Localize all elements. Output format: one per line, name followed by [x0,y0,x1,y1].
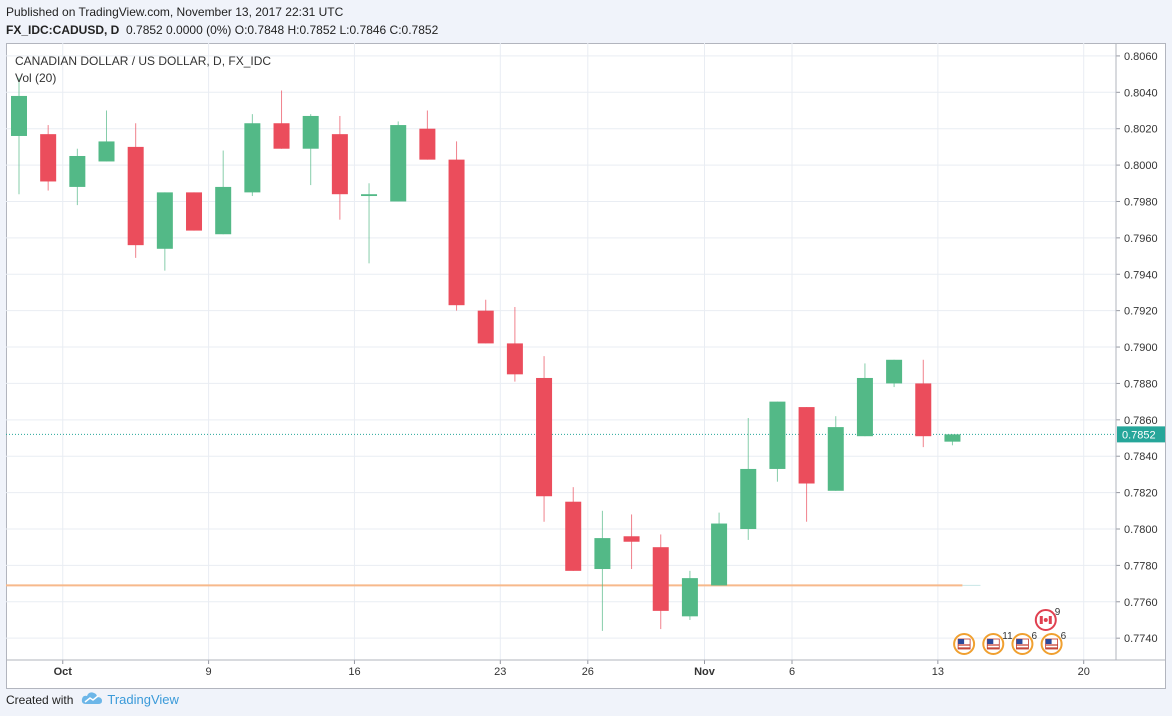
x-tick-label: 23 [494,666,506,678]
last-price-label: 0.7852 [1122,429,1156,441]
y-tick-label: 0.7920 [1124,306,1158,318]
y-tick-label: 0.7960 [1124,233,1158,245]
candle-body[interactable] [886,359,903,384]
symbol-label: FX_IDC:CADUSD, D [6,23,120,37]
canada-flag-band [1039,616,1043,624]
candle-body[interactable] [215,186,232,235]
canada-flag-band [1048,616,1052,624]
candle-body[interactable] [419,128,436,160]
volume-legend: Vol (20) [15,71,57,85]
candle-body[interactable] [186,192,203,231]
candle-body[interactable] [390,125,407,202]
chart-title: CANADIAN DOLLAR / US DOLLAR, D, FX_IDC [15,54,272,68]
candle-body[interactable] [156,192,173,249]
candle-body[interactable] [98,141,115,162]
us-flag-canton [1016,639,1023,644]
candle-body[interactable] [40,134,57,182]
candle-body[interactable] [361,194,378,197]
y-tick-label: 0.7740 [1124,633,1158,645]
tradingview-brand[interactable]: TradingView [107,692,179,707]
candle-body[interactable] [798,407,815,484]
candle-body[interactable] [331,134,348,195]
x-tick-label: Oct [54,666,73,678]
candle-body[interactable] [944,434,961,442]
us-flag-canton [1045,639,1052,644]
candle-body[interactable] [127,146,144,246]
tradingview-cloud-icon [81,691,103,708]
event-count: 6 [1061,631,1067,642]
x-tick-label: 6 [789,666,795,678]
x-tick-label: 9 [206,666,212,678]
y-tick-label: 0.7760 [1124,597,1158,609]
y-tick-label: 0.7880 [1124,378,1158,390]
candle-body[interactable] [856,377,873,437]
candle-body[interactable] [681,578,698,617]
y-tick-label: 0.7900 [1124,342,1158,354]
y-tick-label: 0.7820 [1124,488,1158,500]
x-tick-label: Nov [694,666,716,678]
candle-body[interactable] [273,123,290,149]
y-tick-label: 0.8040 [1124,87,1158,99]
candle-body[interactable] [565,501,582,571]
us-flag-canton [987,639,994,644]
x-tick-label: 16 [348,666,360,678]
y-tick-label: 0.7780 [1124,560,1158,572]
y-tick-label: 0.7980 [1124,196,1158,208]
candle-body[interactable] [915,383,932,437]
candle-body[interactable] [827,427,844,491]
canada-flag-leaf [1043,618,1048,622]
x-tick-label: 26 [582,666,594,678]
candle-body[interactable] [740,468,757,529]
event-count: 9 [1055,607,1061,618]
candle-body[interactable] [69,155,86,187]
candlestick-chart[interactable]: 0.8060 0.8040 0.8020 0.8000 0.7980 0.7960 0.79… [6,43,1166,689]
candle-body[interactable] [448,159,465,306]
candle-body[interactable] [623,536,640,542]
published-info: Published on TradingView.com, November 1… [6,5,344,19]
footer: Created with TradingView [6,691,179,708]
symbol-ohlc-line: FX_IDC:CADUSD, D 0.7852 0.0000 (0%) O:0.… [6,23,438,37]
x-tick-label: 20 [1078,666,1090,678]
y-tick-label: 0.7840 [1124,451,1158,463]
candle-body[interactable] [652,547,669,611]
us-flag-canton [958,639,965,644]
y-tick-label: 0.8020 [1124,124,1158,136]
y-tick-label: 0.8000 [1124,160,1158,172]
created-with-label: Created with [6,692,74,707]
event-count: 11 [1002,631,1013,642]
candle-body[interactable] [477,310,494,344]
candle-body[interactable] [769,401,786,469]
candle-body[interactable] [506,343,523,375]
ohlc-values: 0.7852 0.0000 (0%) O:0.7848 H:0.7852 L:0… [126,23,439,37]
event-count: 6 [1031,631,1037,642]
candle-body[interactable] [244,123,261,193]
chart-panel [6,43,1166,689]
last-price-badge [1117,426,1165,443]
y-tick-label: 0.7860 [1124,415,1158,427]
y-tick-label: 0.7800 [1124,524,1158,536]
candle-body[interactable] [711,523,728,586]
candle-body[interactable] [536,377,553,497]
candle-body[interactable] [302,115,319,149]
candle-body[interactable] [594,538,611,570]
y-tick-label: 0.8060 [1124,51,1158,63]
x-tick-label: 13 [932,666,944,678]
candle-body[interactable] [11,95,27,136]
y-tick-label: 0.7940 [1124,269,1158,281]
